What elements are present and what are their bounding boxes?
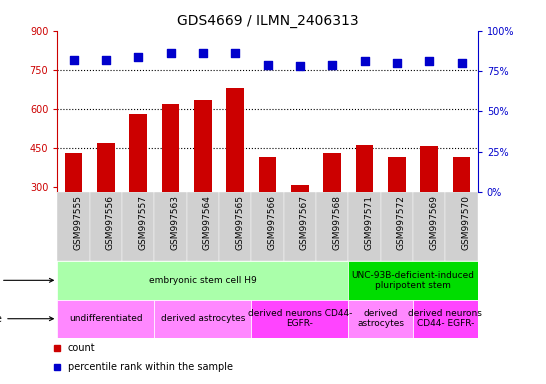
Text: GSM997572: GSM997572 bbox=[397, 195, 406, 250]
Text: derived neurons CD44-
EGFR-: derived neurons CD44- EGFR- bbox=[248, 309, 352, 328]
Bar bbox=[57, 300, 155, 338]
Bar bbox=[420, 146, 438, 265]
Bar bbox=[90, 192, 122, 261]
Bar bbox=[97, 142, 115, 265]
Bar bbox=[355, 145, 373, 265]
Bar bbox=[381, 192, 413, 261]
Bar bbox=[388, 157, 406, 265]
Text: GSM997564: GSM997564 bbox=[203, 195, 212, 250]
Point bbox=[69, 57, 78, 63]
Bar bbox=[155, 192, 187, 261]
Bar bbox=[64, 153, 82, 265]
Bar bbox=[291, 185, 309, 265]
Text: percentile rank within the sample: percentile rank within the sample bbox=[68, 362, 233, 372]
Text: undifferentiated: undifferentiated bbox=[69, 314, 143, 323]
Bar bbox=[323, 153, 341, 265]
Bar bbox=[251, 192, 284, 261]
Bar bbox=[155, 300, 251, 338]
Text: UNC-93B-deficient-induced
pluripotent stem: UNC-93B-deficient-induced pluripotent st… bbox=[352, 271, 474, 290]
Point bbox=[360, 58, 369, 65]
Text: derived neurons
CD44- EGFR-: derived neurons CD44- EGFR- bbox=[408, 309, 482, 328]
Point bbox=[263, 61, 272, 68]
Bar bbox=[187, 192, 219, 261]
Bar bbox=[194, 100, 212, 265]
Bar bbox=[122, 192, 155, 261]
Bar bbox=[413, 192, 446, 261]
Text: derived
astrocytes: derived astrocytes bbox=[357, 309, 404, 328]
Point bbox=[295, 63, 304, 69]
Text: count: count bbox=[68, 343, 96, 353]
Point bbox=[393, 60, 401, 66]
Bar bbox=[259, 157, 276, 265]
Bar bbox=[316, 192, 348, 261]
Bar bbox=[413, 300, 478, 338]
Text: GSM997571: GSM997571 bbox=[365, 195, 373, 250]
Bar bbox=[219, 192, 251, 261]
Bar bbox=[129, 114, 147, 265]
Point bbox=[328, 61, 336, 68]
Point bbox=[134, 53, 143, 60]
Bar bbox=[226, 88, 244, 265]
Text: GSM997566: GSM997566 bbox=[268, 195, 276, 250]
Text: GSM997555: GSM997555 bbox=[74, 195, 82, 250]
Bar bbox=[57, 261, 348, 300]
Text: GSM997556: GSM997556 bbox=[106, 195, 115, 250]
Text: embryonic stem cell H9: embryonic stem cell H9 bbox=[149, 276, 257, 285]
Point bbox=[199, 50, 207, 56]
Point bbox=[457, 60, 466, 66]
Bar bbox=[348, 192, 381, 261]
Point bbox=[166, 50, 175, 56]
Text: GSM997565: GSM997565 bbox=[235, 195, 244, 250]
Text: GSM997557: GSM997557 bbox=[138, 195, 147, 250]
Bar bbox=[162, 104, 180, 265]
Point bbox=[102, 57, 110, 63]
Bar bbox=[446, 192, 478, 261]
Text: GSM997568: GSM997568 bbox=[332, 195, 341, 250]
Bar bbox=[348, 300, 413, 338]
Text: cell type: cell type bbox=[0, 314, 54, 324]
Text: GSM997567: GSM997567 bbox=[300, 195, 309, 250]
Bar bbox=[251, 300, 348, 338]
Text: GSM997570: GSM997570 bbox=[461, 195, 471, 250]
Text: GSM997569: GSM997569 bbox=[429, 195, 438, 250]
Point bbox=[231, 50, 240, 56]
Text: derived astrocytes: derived astrocytes bbox=[161, 314, 245, 323]
Bar bbox=[284, 192, 316, 261]
Text: cell line: cell line bbox=[0, 275, 54, 285]
Bar bbox=[348, 261, 478, 300]
Bar bbox=[57, 192, 90, 261]
Point bbox=[425, 58, 434, 65]
Text: GSM997563: GSM997563 bbox=[170, 195, 180, 250]
Bar bbox=[453, 157, 471, 265]
Title: GDS4669 / ILMN_2406313: GDS4669 / ILMN_2406313 bbox=[177, 14, 358, 28]
